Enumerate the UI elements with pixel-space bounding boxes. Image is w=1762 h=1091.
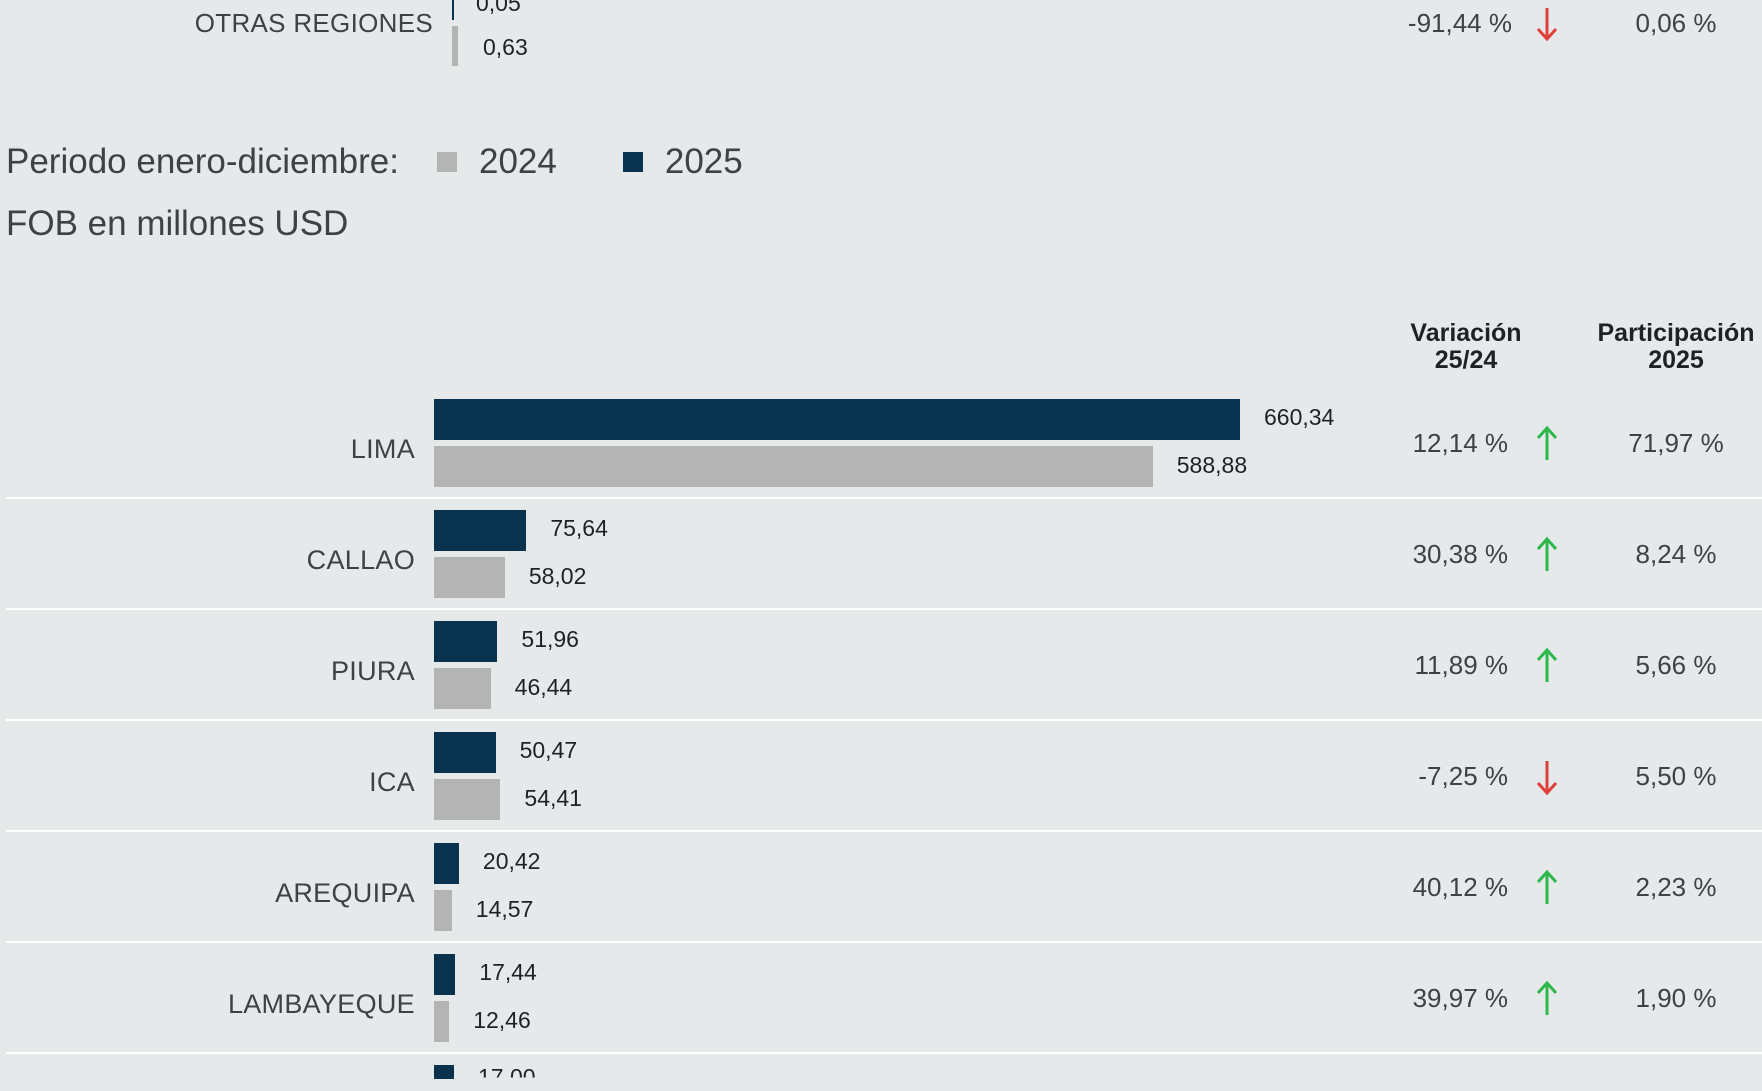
arrow-down-icon	[1536, 761, 1558, 796]
row-divider	[6, 1052, 1762, 1054]
value-2024-label: 588,88	[1176, 452, 1248, 478]
region-label: AREQUIPA	[275, 878, 415, 908]
legend-swatch-2024	[436, 152, 457, 172]
value-2024-label: 0,63	[483, 34, 528, 60]
value-2025-partial: 17,00	[478, 1064, 536, 1090]
arrow-up-icon	[1536, 869, 1558, 904]
region-label: OTRAS REGIONES	[194, 8, 433, 38]
bar-2025	[434, 510, 527, 551]
variation-value: -7,25 %	[1418, 761, 1508, 791]
value-2025-label: 17,44	[479, 959, 537, 985]
legend-swatch-2025	[622, 152, 643, 172]
bar-2024-otras	[452, 26, 458, 66]
legend-label-2024: 2024	[478, 142, 557, 181]
region-row: PIURA 51,96 46,44 11,89 % 5,66 %	[0, 618, 1762, 729]
variation-value: -91,44 %	[1407, 8, 1512, 38]
region-label: LIMA	[350, 434, 415, 464]
variation-value: 30,38 %	[1412, 539, 1508, 569]
value-2024-label: 54,41	[524, 785, 582, 811]
participation-value: 0,06 %	[1635, 8, 1717, 38]
bar-2024	[434, 446, 1153, 487]
region-label: PIURA	[330, 656, 415, 686]
bar-group: 20,42 14,57	[434, 840, 1334, 951]
participation-value: 2,23 %	[1635, 872, 1717, 902]
legend: Periodo enero-diciembre: 2024 2025	[6, 142, 743, 182]
participation-value: 5,66 %	[1635, 650, 1717, 680]
bar-group: 50,47 54,41	[434, 729, 1334, 840]
value-2024-label: 12,46	[473, 1007, 531, 1033]
region-row: ICA 50,47 54,41 -7,25 % 5,50 %	[0, 729, 1762, 840]
region-label: ICA	[369, 767, 415, 797]
region-row: CALLAO 75,64 58,02 30,38 % 8,24 %	[0, 507, 1762, 618]
region-row: AREQUIPA 20,42 14,57 40,12 % 2,23 %	[0, 840, 1762, 951]
bar-2025-partial	[434, 1065, 454, 1079]
bar-group: 51,96 46,44	[434, 618, 1334, 729]
participation-value: 71,97 %	[1628, 428, 1724, 458]
arrow-up-icon	[1536, 536, 1558, 571]
variation-value: 40,12 %	[1412, 872, 1508, 902]
legend-period-label: Periodo enero-diciembre:	[6, 142, 399, 181]
row-divider	[6, 608, 1762, 610]
bar-2024	[434, 668, 491, 709]
bar-2025-otras	[452, 0, 454, 20]
region-label: CALLAO	[306, 545, 415, 575]
row-divider	[6, 497, 1762, 499]
variation-value: 39,97 %	[1412, 983, 1508, 1013]
bar-group: 660,34 588,88	[434, 396, 1334, 507]
bar-group: 17,44 12,46	[434, 951, 1334, 1062]
variation-header: Variación 25/24	[1386, 320, 1546, 374]
arrow-up-icon	[1536, 647, 1558, 682]
row-divider	[6, 941, 1762, 943]
value-2025-label: 0,05	[476, 0, 521, 16]
variation-header-line1: Variación	[1410, 319, 1522, 347]
chart-subtitle: FOB en millones USD	[6, 204, 349, 243]
value-2024-label: 14,57	[475, 896, 534, 922]
participation-header-line2: 2025	[1648, 346, 1704, 374]
arrow-down-icon	[1536, 8, 1558, 42]
value-2025-label: 75,64	[550, 515, 608, 541]
arrow-up-icon	[1536, 980, 1558, 1015]
bar-2025	[434, 399, 1240, 440]
bar-2025	[434, 843, 459, 884]
bar-2024	[434, 890, 452, 931]
participation-value: 1,90 %	[1635, 983, 1717, 1013]
participation-value: 8,24 %	[1635, 539, 1717, 569]
region-row: LIMA 660,34 588,88 12,14 % 71,97 %	[0, 396, 1762, 507]
bar-2025	[434, 954, 456, 995]
variation-value: 11,89 %	[1414, 650, 1508, 680]
legend-label-2025: 2025	[664, 142, 743, 181]
bar-2024	[434, 779, 501, 820]
participation-header-line1: Participación	[1597, 319, 1755, 347]
value-2024-label: 58,02	[528, 563, 587, 589]
participation-header: Participación 2025	[1576, 320, 1762, 374]
participation-value: 5,50 %	[1635, 761, 1717, 791]
bar-2024	[434, 1001, 450, 1042]
bar-2024	[434, 557, 505, 598]
row-divider	[6, 830, 1762, 832]
row-divider	[6, 719, 1762, 721]
bar-2025	[434, 732, 496, 773]
value-2025-label: 660,34	[1264, 404, 1335, 430]
value-2025-label: 51,96	[521, 626, 579, 652]
bar-group: 75,64 58,02	[434, 507, 1334, 618]
value-2025-label: 20,42	[482, 848, 541, 874]
region-row: LAMBAYEQUE 17,44 12,46 39,97 % 1,90 %	[0, 951, 1762, 1062]
bar-2025	[434, 621, 498, 662]
value-2025-label: 50,47	[519, 737, 578, 763]
variation-header-line2: 25/24	[1434, 346, 1498, 374]
region-row-otras-regiones: OTRAS REGIONES 0,05 0,63 -91,44 % 0,06 %	[0, 0, 1762, 70]
arrow-up-icon	[1536, 425, 1558, 460]
variation-value: 12,14 %	[1412, 428, 1508, 458]
region-label: LAMBAYEQUE	[227, 989, 415, 1019]
value-2024-label: 46,44	[514, 674, 573, 700]
